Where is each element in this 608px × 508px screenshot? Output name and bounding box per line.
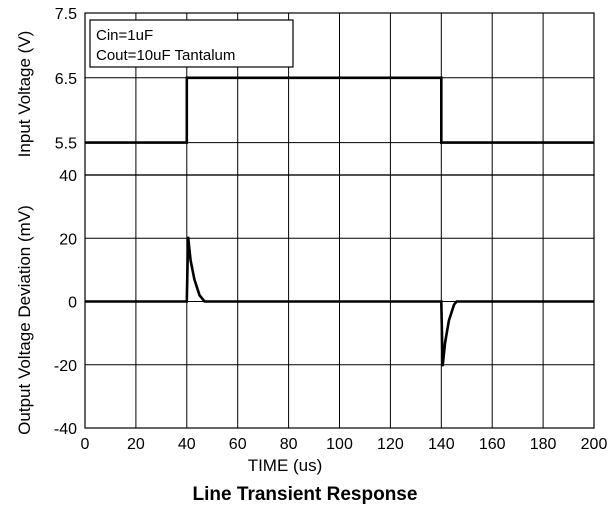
x-tick-label: 0 [81,436,90,453]
chart-title: Line Transient Response [193,484,418,505]
grid [85,13,594,428]
x-tick-label: 140 [428,436,455,453]
x-tick-label: 180 [530,436,557,453]
y-tick-label: -40 [54,421,77,438]
y-tick-label: 6.5 [55,71,77,88]
x-tick-label: 80 [280,436,298,453]
legend-entry-cout: Cout=10uF Tantalum [96,47,235,64]
y-tick-label: 7.5 [55,6,77,23]
y-tick-label: 5.5 [55,136,77,153]
input-voltage-series-line [85,76,594,144]
legend-entry-cin: Cin=1uF [96,27,153,44]
y-tick-label: 40 [59,168,77,185]
legend: Cin=1uF Cout=10uF Tantalum [89,19,294,68]
xlabel: TIME (us) [248,456,323,475]
x-tick-label: 20 [127,436,145,453]
x-tick-label: 160 [479,436,506,453]
output-deviation-series-line [85,236,594,367]
x-tick-label: 100 [326,436,353,453]
y-tick-label: -20 [54,358,77,375]
bottom-ylabel: Output Voltage Deviation (mV) [15,205,34,435]
x-tick-label: 40 [178,436,196,453]
series-layer [85,76,594,367]
y-tick-label: 20 [59,231,77,248]
x-tick-label: 60 [229,436,247,453]
y-tick-label: 0 [68,295,77,312]
x-tick-label: 200 [581,436,608,453]
top-ylabel: Input Voltage (V) [15,31,34,158]
x-tick-label: 120 [377,436,404,453]
legend-box [89,19,294,68]
